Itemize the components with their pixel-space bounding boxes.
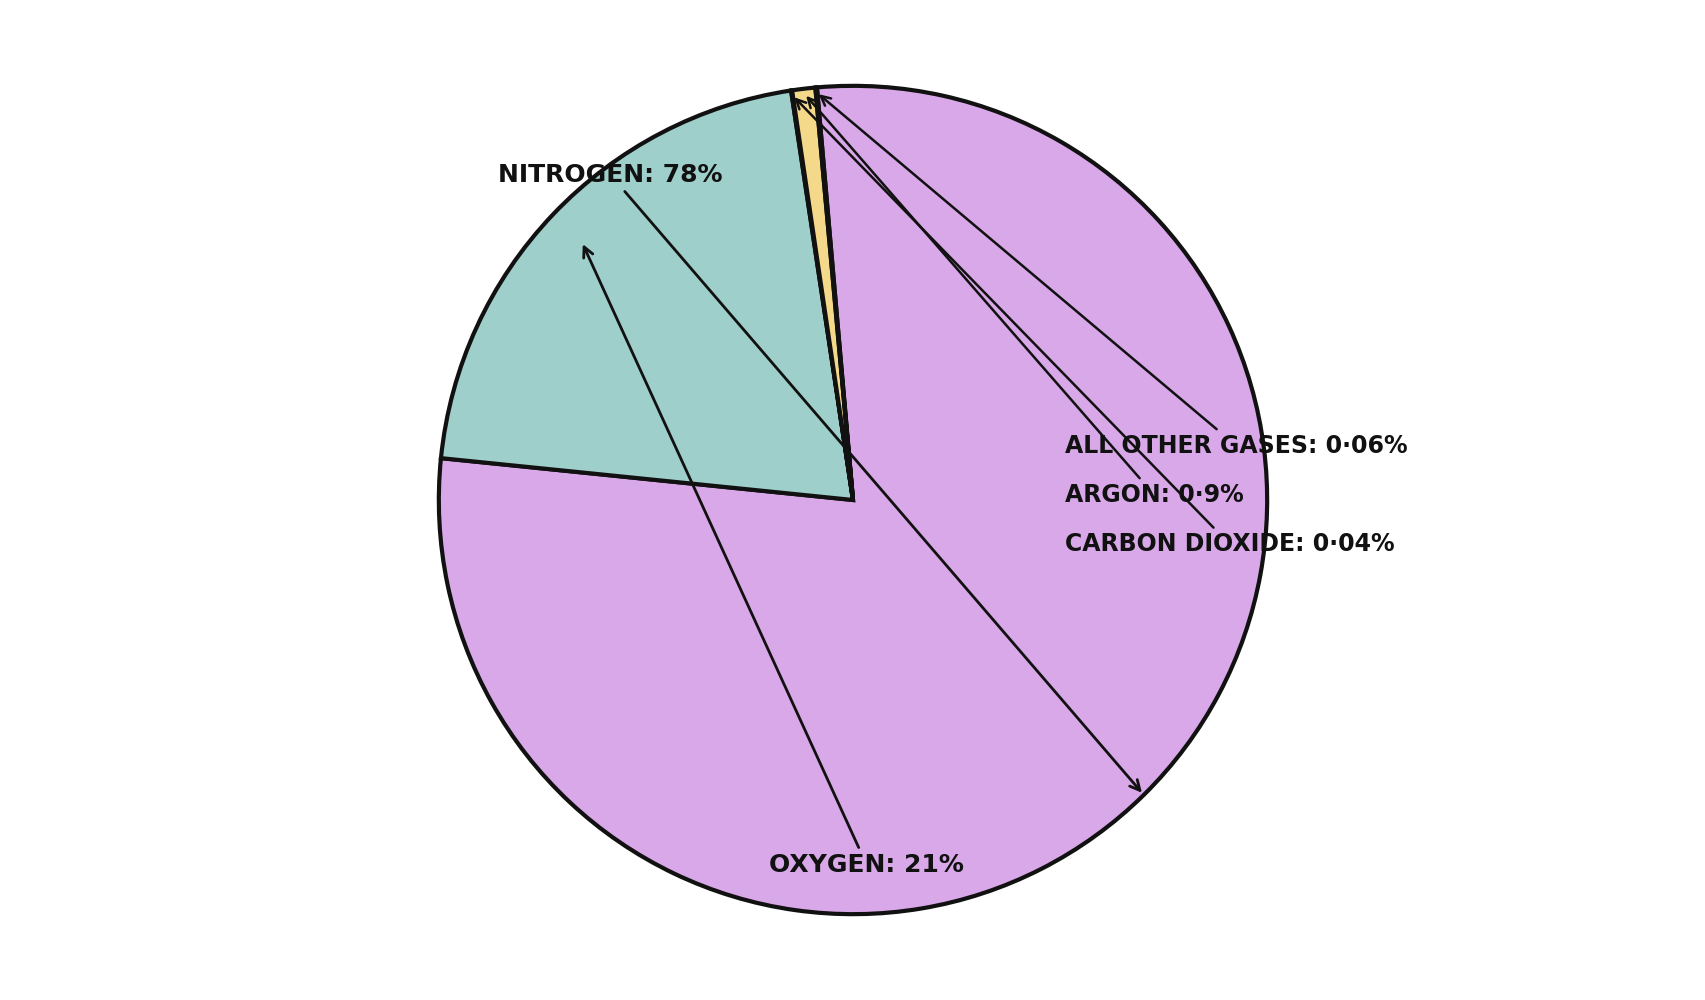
Wedge shape [815,87,852,500]
Wedge shape [791,88,852,500]
Text: CARBON DIOXIDE: 0·04%: CARBON DIOXIDE: 0·04% [796,99,1393,556]
Text: ARGON: 0·9%: ARGON: 0·9% [808,98,1243,507]
Wedge shape [791,90,852,500]
Text: NITROGEN: 78%: NITROGEN: 78% [498,163,1139,790]
Text: OXYGEN: 21%: OXYGEN: 21% [583,247,963,877]
Text: ALL OTHER GASES: 0·06%: ALL OTHER GASES: 0·06% [820,96,1407,458]
Wedge shape [438,86,1267,914]
Wedge shape [440,90,852,500]
